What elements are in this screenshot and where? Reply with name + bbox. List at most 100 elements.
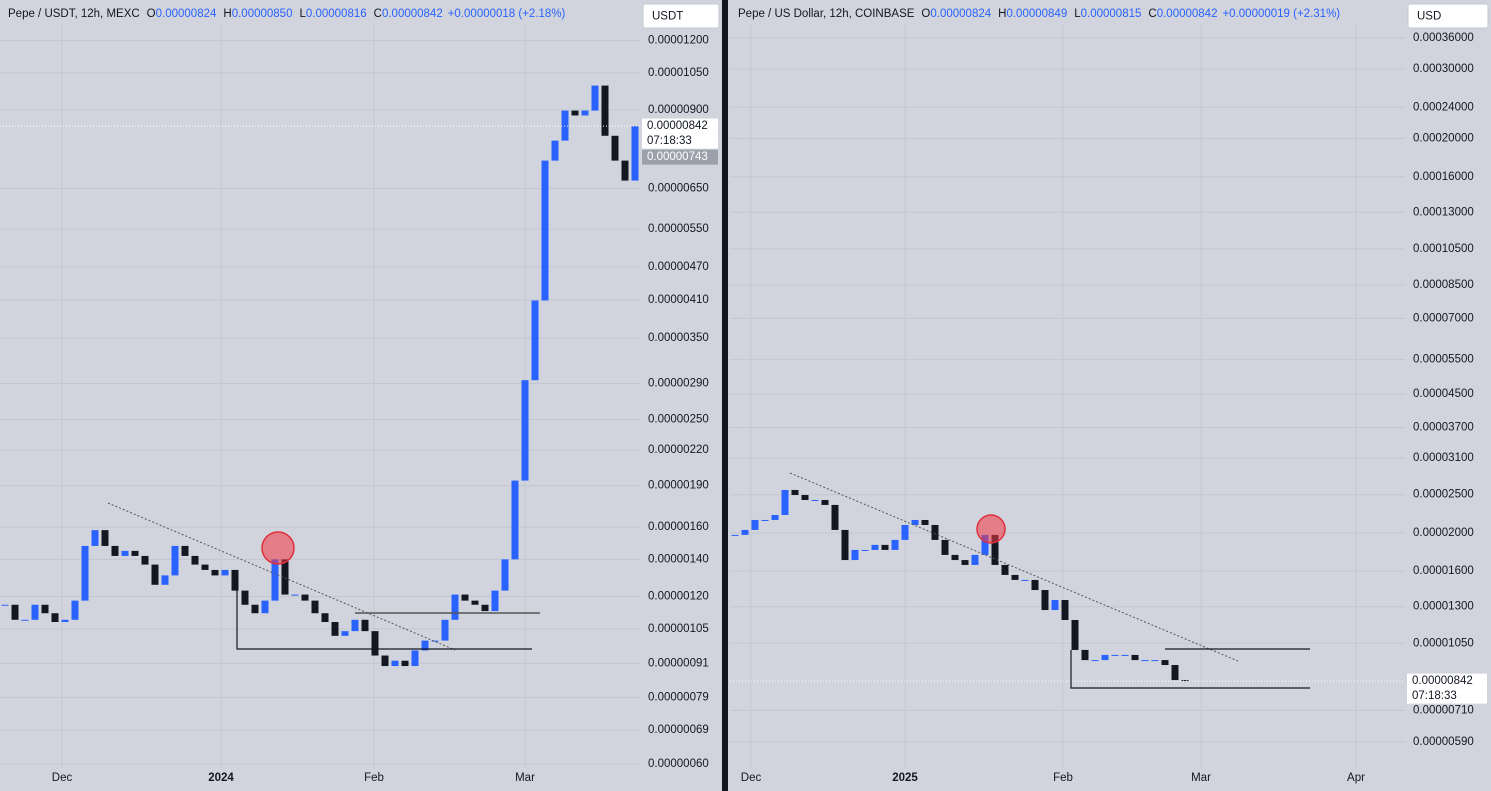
candle <box>261 600 269 614</box>
candle <box>1031 579 1039 591</box>
candle <box>451 594 459 620</box>
candle <box>531 300 539 381</box>
candle <box>121 550 129 556</box>
y-tick-label: 0.00001600 <box>1413 565 1474 577</box>
candle <box>191 555 199 565</box>
header-field: C <box>374 8 382 20</box>
candle <box>961 560 969 565</box>
candle <box>161 575 169 585</box>
candle <box>331 622 339 636</box>
y-tick-label: 0.00036000 <box>1413 32 1474 44</box>
candle <box>491 590 499 612</box>
candle <box>731 534 739 536</box>
candle <box>571 110 579 116</box>
highlight-circle[interactable] <box>261 531 295 565</box>
candle <box>561 110 569 141</box>
candle <box>91 530 99 546</box>
candle <box>391 660 399 667</box>
candle <box>251 604 259 614</box>
candle <box>551 140 559 161</box>
trend-line[interactable] <box>107 502 456 651</box>
y-tick-label: 0.00000650 <box>648 183 709 195</box>
currency-button[interactable] <box>1407 3 1489 29</box>
support-line[interactable] <box>1070 650 1310 689</box>
plot <box>731 489 1189 682</box>
price-label: 0.00000743 <box>647 151 708 163</box>
y-tick-label: 0.00001200 <box>648 35 709 47</box>
candle <box>101 530 109 546</box>
candle <box>301 594 309 601</box>
header-field: 0.00000824 <box>930 8 991 20</box>
header-field: O <box>921 8 930 20</box>
candle <box>441 619 449 641</box>
y-tick-label: 0.00000470 <box>648 261 709 273</box>
y-tick-label: 0.00000105 <box>648 623 709 635</box>
candle <box>51 613 59 623</box>
y-tick-label: 0.00008500 <box>1413 279 1474 291</box>
candle <box>1011 574 1019 580</box>
candle <box>801 494 809 500</box>
candle <box>611 135 619 161</box>
candle <box>1101 654 1109 661</box>
candle <box>981 534 989 555</box>
candle <box>111 545 119 556</box>
candle <box>871 544 879 550</box>
header-field: +0.00000018 (+2.18%) <box>448 8 566 20</box>
candle <box>631 126 639 181</box>
header-field: 0.00000849 <box>1006 8 1067 20</box>
candle <box>311 600 319 614</box>
trend-line[interactable] <box>789 472 1239 662</box>
candle <box>521 380 529 481</box>
support-line[interactable] <box>236 575 532 650</box>
y-tick-label: 0.00007000 <box>1413 312 1474 324</box>
candle <box>61 619 69 623</box>
x-tick-label: Feb <box>1053 772 1073 784</box>
price-label-box <box>1407 688 1487 704</box>
candle <box>211 569 219 576</box>
candle <box>761 519 769 521</box>
x-tick-label: Feb <box>364 772 384 784</box>
header-field: 0.00000842 <box>1157 8 1218 20</box>
price-label-box <box>642 133 718 149</box>
y-tick-label: 0.00001050 <box>648 67 709 79</box>
grid <box>730 25 1405 768</box>
candle <box>621 160 629 181</box>
y-tick-label: 0.00000290 <box>648 378 709 390</box>
y-tick-label: 0.00000120 <box>648 591 709 603</box>
candle <box>791 489 799 495</box>
currency-label: USD <box>1417 11 1441 23</box>
candle <box>951 554 959 561</box>
y-tick-label: 0.00000060 <box>648 758 709 770</box>
y-tick-label: 0.00000091 <box>648 657 709 669</box>
y-tick-label: 0.00000079 <box>648 692 709 704</box>
candle <box>1171 665 1179 681</box>
candle <box>21 619 29 621</box>
candle <box>281 559 289 595</box>
y-tick-label: 0.00001300 <box>1413 601 1474 613</box>
header-field: 0.00000842 <box>382 8 443 20</box>
candle <box>861 549 869 551</box>
candle <box>851 549 859 561</box>
candle <box>11 604 19 620</box>
candle <box>941 539 949 555</box>
header-field: L <box>299 8 306 20</box>
y-tick-label: 0.00003100 <box>1413 452 1474 464</box>
y-tick-label: 0.00016000 <box>1413 171 1474 183</box>
candle <box>1001 564 1009 575</box>
header-field: 0.00000850 <box>232 8 293 20</box>
price-label: 07:18:33 <box>647 135 692 147</box>
y-tick-label: 0.00002000 <box>1413 527 1474 539</box>
highlight-circle[interactable] <box>976 514 1006 544</box>
candle <box>541 160 549 301</box>
divider[interactable] <box>722 0 728 791</box>
candle <box>41 604 49 614</box>
candle <box>411 650 419 667</box>
candle <box>751 519 759 530</box>
currency-button[interactable] <box>642 3 720 29</box>
x-tick-label: Dec <box>741 772 762 784</box>
candle <box>431 640 439 642</box>
y-tick-label: 0.00000350 <box>648 332 709 344</box>
x-tick-label: Apr <box>1347 772 1365 784</box>
y-tick-label: 0.00000220 <box>648 444 709 456</box>
